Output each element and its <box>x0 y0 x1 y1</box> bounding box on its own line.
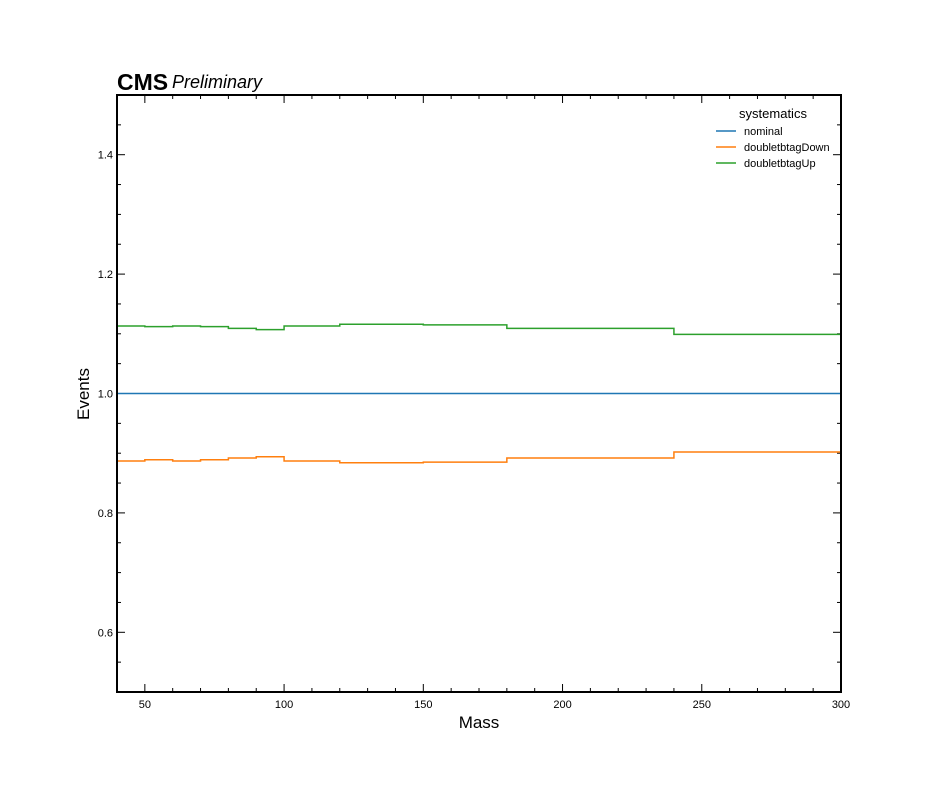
x-tick-label: 200 <box>553 699 571 711</box>
plot-frame <box>116 94 842 693</box>
series-group <box>117 323 841 464</box>
y-tick-label: 1.4 <box>98 150 113 162</box>
y-tick-label: 0.8 <box>98 508 113 520</box>
x-tick-label: 300 <box>832 699 850 711</box>
y-axis-title: Events <box>74 368 93 420</box>
y-tick-label: 1.2 <box>98 269 113 281</box>
y-tick-label: 0.6 <box>98 627 113 639</box>
y-tick-label: 1.0 <box>98 389 113 401</box>
legend: systematics nominal doubletbtagDown double… <box>716 106 830 170</box>
axis-ticks: 50 100 150 200 250 300 0.6 0.8 1.0 1.2 1.4 <box>98 95 850 711</box>
x-tick-label: 50 <box>139 699 151 711</box>
x-axis-title: Mass <box>459 713 500 732</box>
legend-label-doubletbtagDown: doubletbtagDown <box>744 142 830 154</box>
cms-label: CMS <box>117 69 168 95</box>
preliminary-label: Preliminary <box>172 72 263 92</box>
x-tick-label: 250 <box>693 699 711 711</box>
legend-label-doubletbtagUp: doubletbtagUp <box>744 158 816 170</box>
legend-title: systematics <box>739 106 807 121</box>
series-doubletbtagDown <box>117 451 841 464</box>
legend-label-nominal: nominal <box>744 126 783 138</box>
x-tick-label: 100 <box>275 699 293 711</box>
x-tick-label: 150 <box>414 699 432 711</box>
series-doubletbtagUp <box>117 323 841 336</box>
